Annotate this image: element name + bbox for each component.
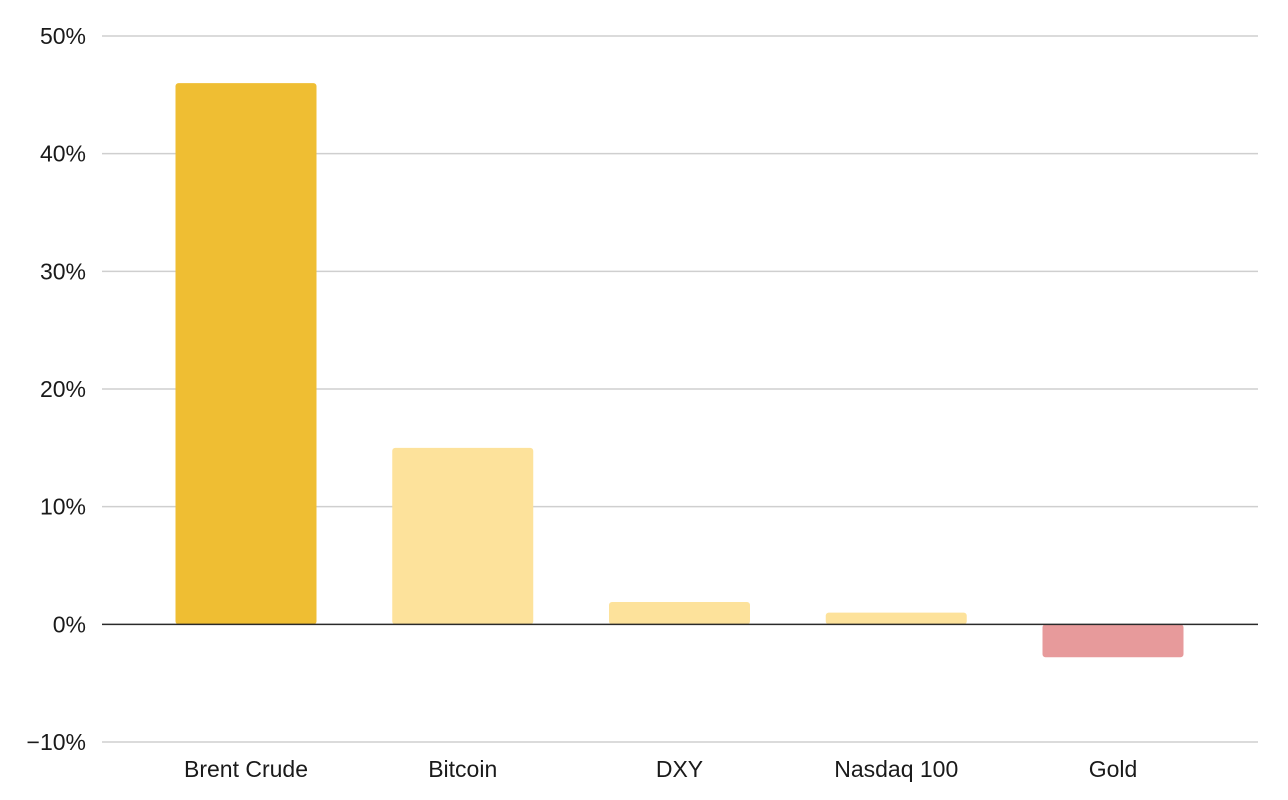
category-label: DXY (656, 756, 703, 782)
bar-nasdaq-100 (825, 612, 967, 625)
y-axis-tick-labels: 50% 40% 30% 20% 10% 0% −10% (27, 23, 86, 755)
bar-gold (1042, 624, 1184, 658)
y-tick-label: 20% (40, 376, 86, 402)
category-label: Gold (1089, 756, 1138, 782)
y-tick-label: 30% (40, 258, 86, 284)
y-tick-label: 10% (40, 494, 86, 520)
category-label: Brent Crude (184, 756, 308, 782)
bars (175, 83, 1184, 658)
x-axis-category-labels: Brent Crude Bitcoin DXY Nasdaq 100 Gold (184, 756, 1137, 782)
y-tick-label: 0% (53, 611, 86, 637)
category-label: Bitcoin (428, 756, 497, 782)
category-label: Nasdaq 100 (834, 756, 958, 782)
bar-brent-crude (175, 83, 317, 625)
y-tick-label: 50% (40, 23, 86, 49)
bar-dxy (609, 601, 750, 625)
y-tick-label: 40% (40, 141, 86, 167)
bar-bitcoin (392, 447, 534, 625)
y-tick-label: −10% (27, 729, 86, 755)
